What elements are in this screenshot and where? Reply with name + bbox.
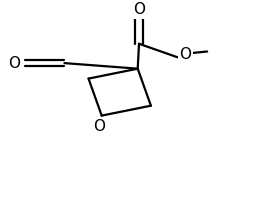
Text: O: O [93, 119, 105, 134]
Text: O: O [8, 56, 20, 71]
Text: O: O [133, 2, 145, 17]
Text: O: O [179, 47, 191, 62]
